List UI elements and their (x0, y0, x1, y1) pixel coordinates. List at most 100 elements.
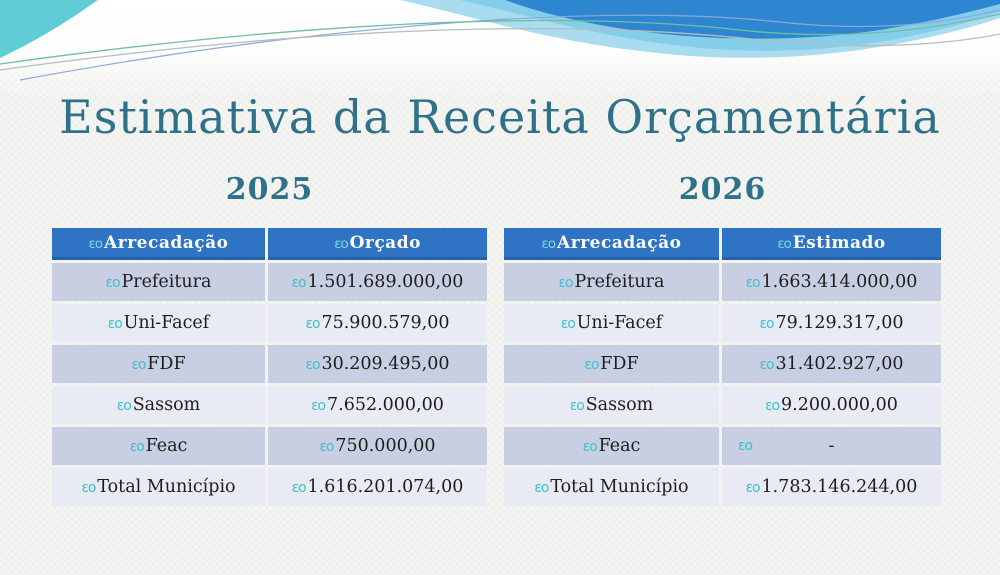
table-row: εo Total Município εo 1.783.146.244,00 (504, 468, 941, 506)
revenue-source-cell: εo Prefeitura (52, 263, 265, 301)
table-row: εo Sassom εo 9.200.000,00 (504, 386, 941, 424)
bullet-icon: εo (81, 480, 96, 496)
bullet-icon: εo (129, 439, 145, 455)
revenue-source-label: Sassom (585, 395, 654, 415)
budget-table-2025: εo Arrecadação εo Orçado εo Prefeitura εo 1.501… (49, 225, 490, 509)
budget-table-2026: εo Arrecadação εo Estimado εo Prefeitura εo 1.6… (501, 225, 944, 509)
table-row: εo Prefeitura εo 1.663.414.000,00 (504, 263, 941, 301)
amount-value: 7.652.000,00 (327, 395, 444, 415)
revenue-source-label: FDF (147, 354, 186, 374)
bullet-icon: εo (334, 235, 349, 252)
amount-cell: εo 79.129.317,00 (722, 304, 941, 342)
table-row: εo Uni-Facef εo 79.129.317,00 (504, 304, 941, 342)
revenue-source-label: FDF (600, 354, 639, 374)
bullet-icon: εo (738, 438, 753, 454)
bullet-icon: εo (116, 398, 132, 414)
revenue-source-cell: εo FDF (52, 345, 265, 383)
bullet-icon: εo (745, 480, 761, 496)
amount-value: 1.663.414.000,00 (761, 272, 918, 292)
bullet-icon: εo (305, 316, 321, 332)
table-row: εo Sassom εo 7.652.000,00 (52, 386, 487, 424)
column-header: εo Arrecadação (52, 228, 265, 260)
bullet-icon: εo (759, 316, 775, 332)
column-header: εo Estimado (722, 228, 941, 260)
bullet-icon: εo (534, 480, 549, 496)
table-row: εo Feac εo - (504, 427, 941, 465)
amount-value: 1.616.201.074,00 (307, 477, 464, 497)
revenue-source-cell: εo Total Município (504, 468, 719, 506)
amount-value: 9.200.000,00 (781, 395, 898, 415)
amount-value: - (828, 436, 835, 456)
wave-line-gray (0, 28, 1000, 71)
header-row: εo Arrecadação εo Estimado (504, 228, 941, 260)
bullet-icon: εo (569, 398, 585, 414)
amount-cell: εo 75.900.579,00 (268, 304, 487, 342)
bullet-icon: εo (745, 275, 761, 291)
year-heading-2026: 2026 (678, 172, 767, 207)
column-header-label: Orçado (349, 232, 421, 253)
amount-cell: εo 1.663.414.000,00 (722, 263, 941, 301)
bullet-icon: εo (777, 235, 792, 252)
bullet-icon: εo (311, 398, 326, 414)
bullet-icon: εo (759, 357, 775, 373)
column-header: εo Orçado (268, 228, 487, 260)
revenue-source-cell: εo Feac (52, 427, 265, 465)
bullet-icon: εo (88, 235, 104, 252)
bullet-icon: εo (105, 275, 121, 291)
bullet-icon: εo (558, 275, 574, 291)
table-row: εo FDF εo 30.209.495,00 (52, 345, 487, 383)
amount-cell: εo 9.200.000,00 (722, 386, 941, 424)
amount-cell: εo 30.209.495,00 (268, 345, 487, 383)
revenue-source-label: Total Município (550, 477, 689, 497)
table-row: εo Uni-Facef εo 75.900.579,00 (52, 304, 487, 342)
column-header-label: Arrecadação (557, 232, 682, 253)
revenue-source-cell: εo Feac (504, 427, 719, 465)
year-heading-2025: 2025 (225, 172, 314, 207)
amount-cell: εo 31.402.927,00 (722, 345, 941, 383)
revenue-source-label: Sassom (132, 395, 201, 415)
revenue-source-cell: εo Uni-Facef (504, 304, 719, 342)
column-header-label: Arrecadação (104, 232, 229, 253)
revenue-source-cell: εo Total Município (52, 468, 265, 506)
bullet-icon: εo (584, 357, 599, 373)
amount-cell: εo - (722, 427, 941, 465)
table-row: εo FDF εo 31.402.927,00 (504, 345, 941, 383)
header-row: εo Arrecadação εo Orçado (52, 228, 487, 260)
amount-value: 79.129.317,00 (775, 313, 904, 333)
table-row: εo Total Município εo 1.616.201.074,00 (52, 468, 487, 506)
table-row: εo Prefeitura εo 1.501.689.000,00 (52, 263, 487, 301)
revenue-source-cell: εo FDF (504, 345, 719, 383)
amount-cell: εo 7.652.000,00 (268, 386, 487, 424)
column-header-label: Estimado (792, 232, 886, 253)
revenue-source-label: Total Município (97, 477, 236, 497)
bullet-icon: εo (582, 439, 598, 455)
revenue-source-cell: εo Uni-Facef (52, 304, 265, 342)
wave-line-green (0, 13, 1000, 65)
bullet-icon: εo (560, 316, 576, 332)
wave-decoration (0, 0, 1000, 81)
amount-value: 30.209.495,00 (321, 354, 450, 374)
bullet-icon: εo (107, 316, 123, 332)
revenue-source-label: Feac (598, 436, 641, 456)
amount-cell: εo 1.783.146.244,00 (722, 468, 941, 506)
table-row: εo Feac εo 750.000,00 (52, 427, 487, 465)
bullet-icon: εo (765, 398, 780, 414)
revenue-source-cell: εo Sassom (52, 386, 265, 424)
revenue-source-label: Feac (145, 436, 188, 456)
revenue-source-label: Prefeitura (574, 272, 665, 292)
bullet-icon: εo (131, 357, 146, 373)
amount-value: 31.402.927,00 (775, 354, 904, 374)
bullet-icon: εo (291, 275, 307, 291)
column-header: εo Arrecadação (504, 228, 719, 260)
revenue-source-cell: εo Sassom (504, 386, 719, 424)
wave-line-blue (19, 9, 1000, 81)
revenue-source-label: Uni-Facef (576, 313, 663, 333)
wave-teal-corner (0, 0, 98, 58)
slide-title: Estimativa da Receita Orçamentária (59, 90, 941, 144)
revenue-source-cell: εo Prefeitura (504, 263, 719, 301)
amount-cell: εo 1.501.689.000,00 (268, 263, 487, 301)
revenue-source-label: Uni-Facef (123, 313, 210, 333)
bullet-icon: εo (291, 480, 307, 496)
amount-cell: εo 1.616.201.074,00 (268, 468, 487, 506)
